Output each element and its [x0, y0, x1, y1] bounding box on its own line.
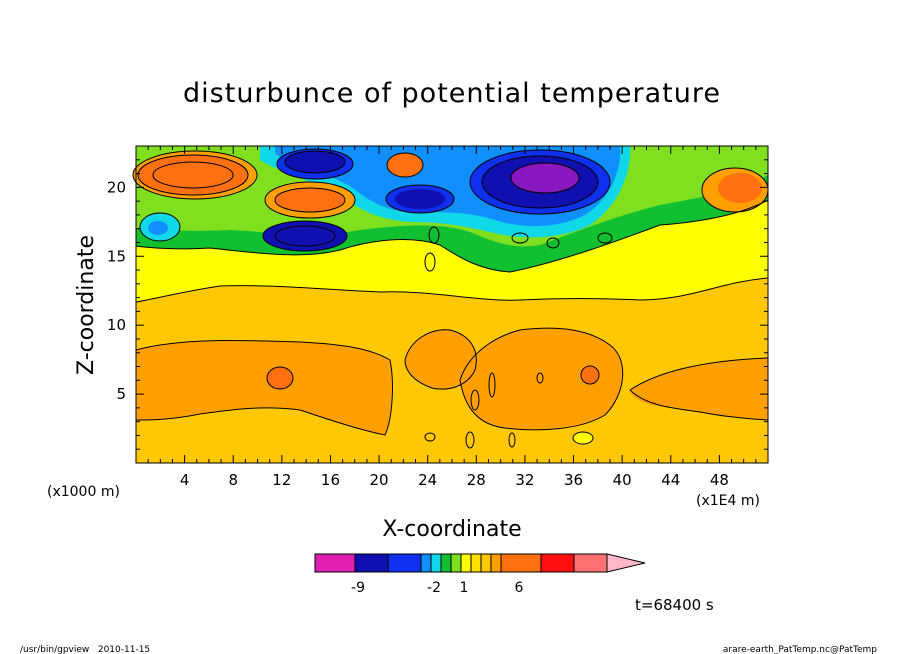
x-tick-label: 8: [228, 471, 238, 489]
x-axis-label: X-coordinate: [382, 517, 521, 542]
x-tick-label: 36: [564, 471, 583, 489]
contour-fill-orange-mid-inner: [275, 188, 345, 212]
x-tick-label: 44: [661, 471, 680, 489]
x-tick-label: 20: [370, 471, 389, 489]
colorbar-swatch: [480, 553, 492, 573]
y-tick-label: 15: [107, 247, 126, 265]
contour-fill-redorange-2: [581, 366, 599, 384]
x-tick-label: 24: [418, 471, 437, 489]
contour-fill-orange-small: [387, 153, 423, 177]
x-unit-right: (x1E4 m): [696, 493, 760, 509]
contour-fill-orange-left-center: [405, 329, 477, 390]
contour-fill-yellow-spot: [573, 432, 593, 444]
y-axis-ticks: 5 10 15 20: [107, 159, 768, 450]
x-tick-label: 16: [321, 471, 340, 489]
contour-fill-orange-right-lower: [630, 358, 768, 420]
colorbar-tick-label: 1: [460, 580, 469, 596]
x-tick-label: 28: [467, 471, 486, 489]
colorbar-swatch: [470, 553, 482, 573]
colorbar-swatch: [420, 553, 432, 573]
y-tick-label: 5: [116, 385, 126, 403]
colorbar-tick-label: -9: [351, 580, 365, 596]
contour-fill-orange-center: [460, 328, 623, 430]
time-label: t=68400 s: [635, 596, 714, 614]
x-tick-label: 48: [710, 471, 729, 489]
colorbar-arrow: [606, 553, 646, 573]
colorbar-swatch: [314, 553, 356, 573]
contour-fill-darkblue-1: [285, 151, 345, 173]
colorbar-swatch: [430, 553, 442, 573]
colorbar-swatch: [490, 553, 502, 573]
y-axis-label: Z-coordinate: [74, 235, 99, 375]
contour-fill-darkblue-2: [395, 189, 445, 209]
colorbar-swatch: [500, 553, 542, 573]
colorbar-swatch: [460, 553, 472, 573]
y-tick-label: 20: [107, 178, 126, 196]
colorbar-swatch: [573, 553, 608, 573]
colorbar: [314, 553, 646, 573]
x-axis-ticks: 4 8 12 16 20 24 28 32 36 40 44 48: [147, 146, 757, 489]
x-unit-left: (x1000 m): [47, 484, 120, 500]
colorbar-tick-label: 6: [515, 580, 524, 596]
footer-right: arare-earth_PatTemp.nc@PatTemp: [723, 645, 877, 654]
y-tick-label: 10: [107, 316, 126, 334]
colorbar-swatch: [450, 553, 462, 573]
colorbar-swatch: [440, 553, 452, 573]
x-tick-label: 40: [613, 471, 632, 489]
contour-fill-lightblue-left: [148, 221, 168, 235]
colorbar-swatch: [387, 553, 422, 573]
colorbar-swatch: [354, 553, 389, 573]
colorbar-tick-label: -2: [427, 580, 441, 596]
contour-fill-orange-right-inner: [718, 173, 762, 203]
contour-fill-purple: [511, 163, 579, 193]
chart-title: disturbunce of potential temperature: [183, 78, 721, 109]
colorbar-labels: -9 -2 1 6: [351, 580, 524, 596]
x-tick-label: 4: [180, 471, 190, 489]
contour-lines: [132, 148, 769, 449]
x-tick-label: 32: [515, 471, 534, 489]
contour-fill-orange-topleft: [138, 155, 248, 195]
colorbar-swatch: [540, 553, 575, 573]
contour-fill-redorange-1: [267, 367, 293, 389]
contour-fill-orange-lower-left: [136, 340, 393, 435]
x-tick-label: 12: [272, 471, 291, 489]
footer-left: /usr/bin/gpview 2010-11-15: [20, 645, 150, 654]
